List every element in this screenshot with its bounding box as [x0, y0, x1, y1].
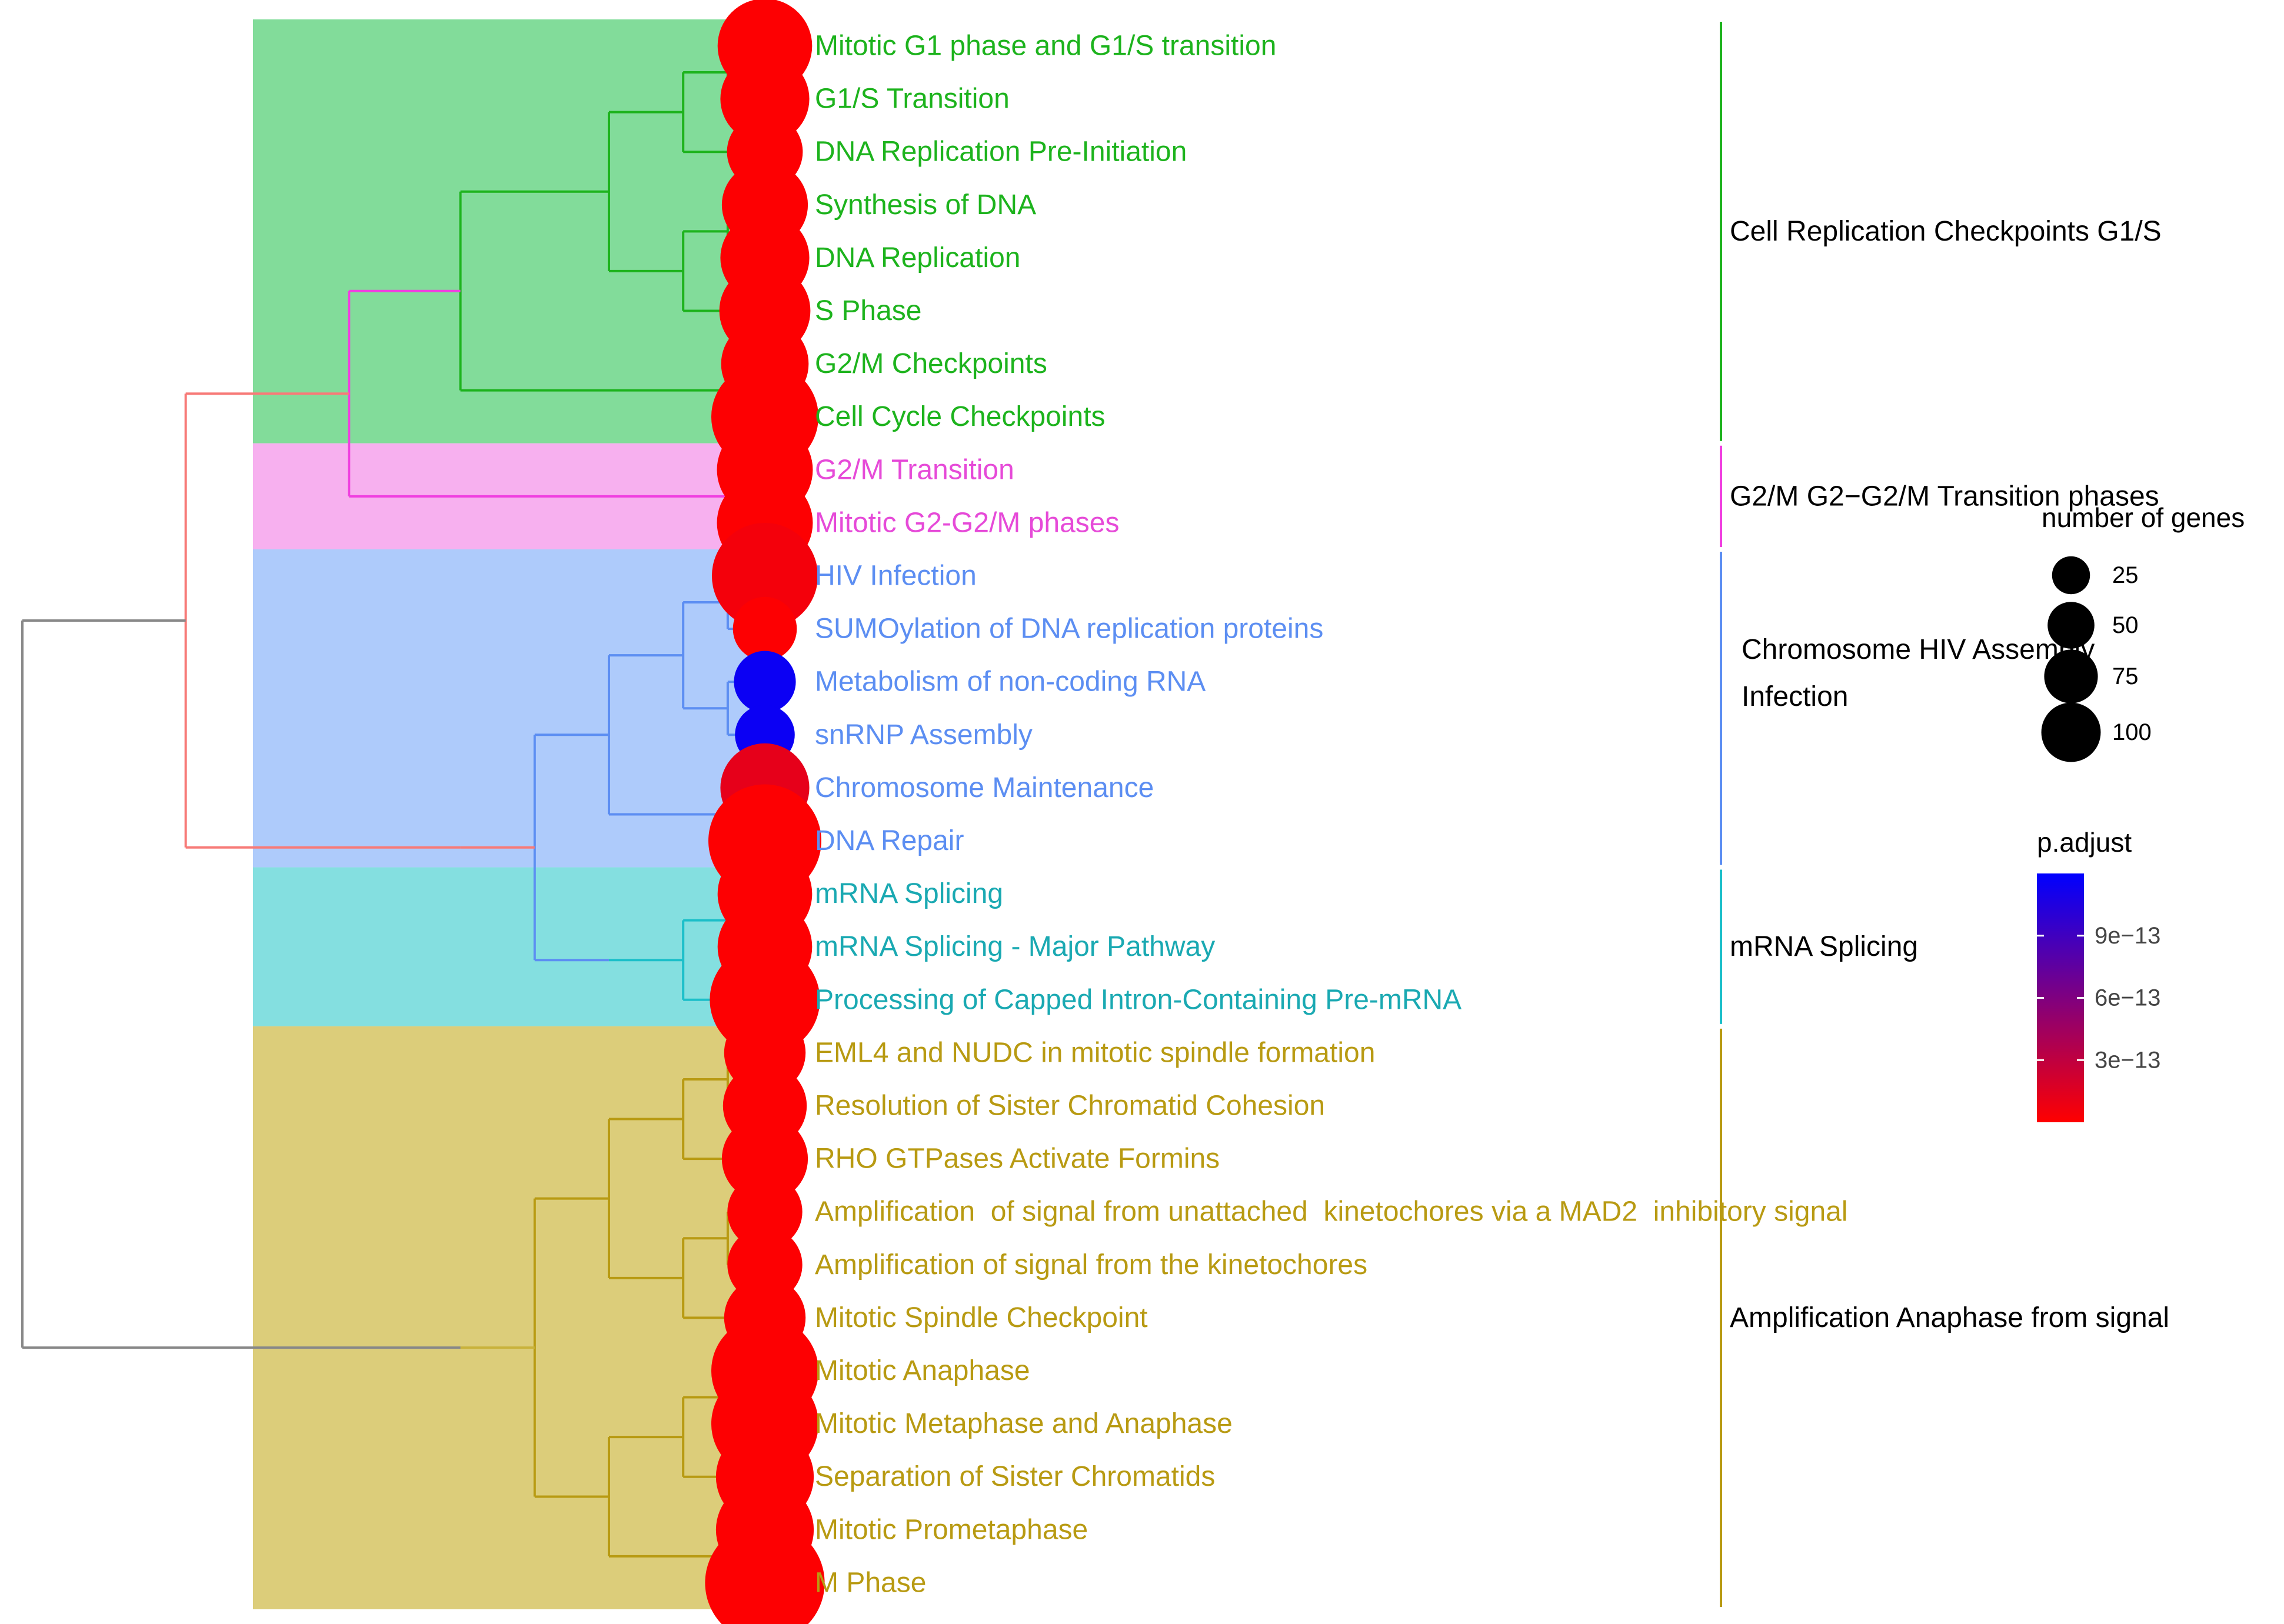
color-legend: p.adjust 3e−13 6e−13 9e−13 [2037, 827, 2160, 1122]
term-dot-rho-gtpases-activate-formins [721, 1115, 808, 1202]
term-label: Separation of Sister Chromatids [815, 1461, 1215, 1492]
color-legend-label: 9e−13 [2095, 923, 2160, 949]
term-label: Synthesis of DNA [815, 189, 1036, 221]
term-label: M Phase [815, 1567, 926, 1598]
term-label: mRNA Splicing - Major Pathway [815, 931, 1215, 962]
term-label: Metabolism of non-coding RNA [815, 666, 1206, 698]
term-dot-m-phase [705, 1523, 825, 1624]
term-label: Mitotic Spindle Checkpoint [815, 1302, 1148, 1333]
term-label: Amplification of signal from unattached … [815, 1196, 1848, 1228]
term-label: Mitotic G2-G2/M phases [815, 507, 1120, 538]
term-label: Resolution of Sister Chromatid Cohesion [815, 1091, 1325, 1122]
cluster-label: Amplification Anaphase from signal [1730, 1302, 2169, 1333]
term-label: G2/M Transition [815, 454, 1014, 485]
term-dot-hiv-infection [711, 522, 818, 629]
size-legend-dot [2044, 649, 2098, 703]
cluster-band-amplification-anaphase-from-signal [253, 1026, 765, 1609]
term-dot-amplification-of-signal-from-unattached-kinetochores-via-a-mad2-inhibitory-signal [727, 1174, 803, 1249]
term-label: G1/S Transition [815, 84, 1010, 115]
term-label: DNA Repair [815, 825, 964, 856]
term-dot-sumoylation-of-dna-replication-proteins [733, 596, 797, 661]
term-label: Amplification of signal from the kinetoc… [815, 1249, 1367, 1280]
term-label: G2/M Checkpoints [815, 348, 1047, 379]
color-legend-title: p.adjust [2037, 827, 2132, 858]
term-label: snRNP Assembly [815, 719, 1033, 751]
cluster-label: Chromosome HIV Assembly [1742, 634, 2095, 665]
size-legend-label: 100 [2112, 719, 2152, 745]
size-legend-label: 75 [2112, 663, 2139, 689]
color-bar [2037, 873, 2084, 1122]
size-legend-dot [2047, 602, 2095, 649]
cluster-label: G2/M G2−G2/M Transition phases [1730, 481, 2159, 512]
term-label: mRNA Splicing [815, 878, 1003, 909]
size-legend-dot [2052, 556, 2090, 595]
term-label: Cell Cycle Checkpoints [815, 401, 1106, 432]
term-label: Processing of Capped Intron-Containing P… [815, 984, 1461, 1015]
term-label: Chromosome Maintenance [815, 772, 1154, 803]
cluster-label: mRNA Splicing [1730, 931, 1918, 962]
cluster-brackets: Cell Replication Checkpoints G1/S G2/M G2… [1720, 21, 2169, 1607]
term-label: Mitotic Anaphase [815, 1355, 1030, 1386]
color-legend-label: 6e−13 [2095, 985, 2160, 1011]
cluster-bands [253, 19, 765, 1609]
term-label: HIV Infection [815, 561, 977, 592]
term-label: DNA Replication Pre-Initiation [815, 136, 1187, 168]
term-labels: Mitotic G1 phase and G1/S transition G1/S… [815, 31, 1848, 1599]
term-dot-metabolism-of-non-coding-rna [734, 651, 796, 713]
color-legend-label: 3e−13 [2095, 1047, 2160, 1073]
cluster-label: Infection [1742, 681, 1848, 712]
size-legend-dot [2041, 702, 2101, 762]
size-legend: number of genes 25 50 75 100 [2041, 502, 2245, 762]
term-label: DNA Replication [815, 242, 1021, 274]
cluster-label: Cell Replication Checkpoints G1/S [1730, 216, 2162, 247]
cluster-band-cell-replication-checkpoints-g1-s [253, 19, 765, 443]
term-label: EML4 and NUDC in mitotic spindle formati… [815, 1037, 1375, 1068]
term-label: RHO GTPases Activate Formins [815, 1143, 1220, 1175]
size-legend-label: 50 [2112, 612, 2139, 638]
term-label: Mitotic G1 phase and G1/S transition [815, 31, 1276, 62]
term-label: SUMOylation of DNA replication proteins [815, 613, 1323, 645]
term-dots [705, 0, 825, 1624]
term-dot-g1-s-transition [720, 54, 810, 144]
term-label: S Phase [815, 295, 921, 326]
term-label: Mitotic Prometaphase [815, 1514, 1088, 1545]
size-legend-title: number of genes [2042, 502, 2245, 533]
cluster-band-mrna-splicing [253, 867, 765, 1026]
term-label: Mitotic Metaphase and Anaphase [815, 1408, 1233, 1439]
size-legend-label: 25 [2112, 562, 2139, 588]
